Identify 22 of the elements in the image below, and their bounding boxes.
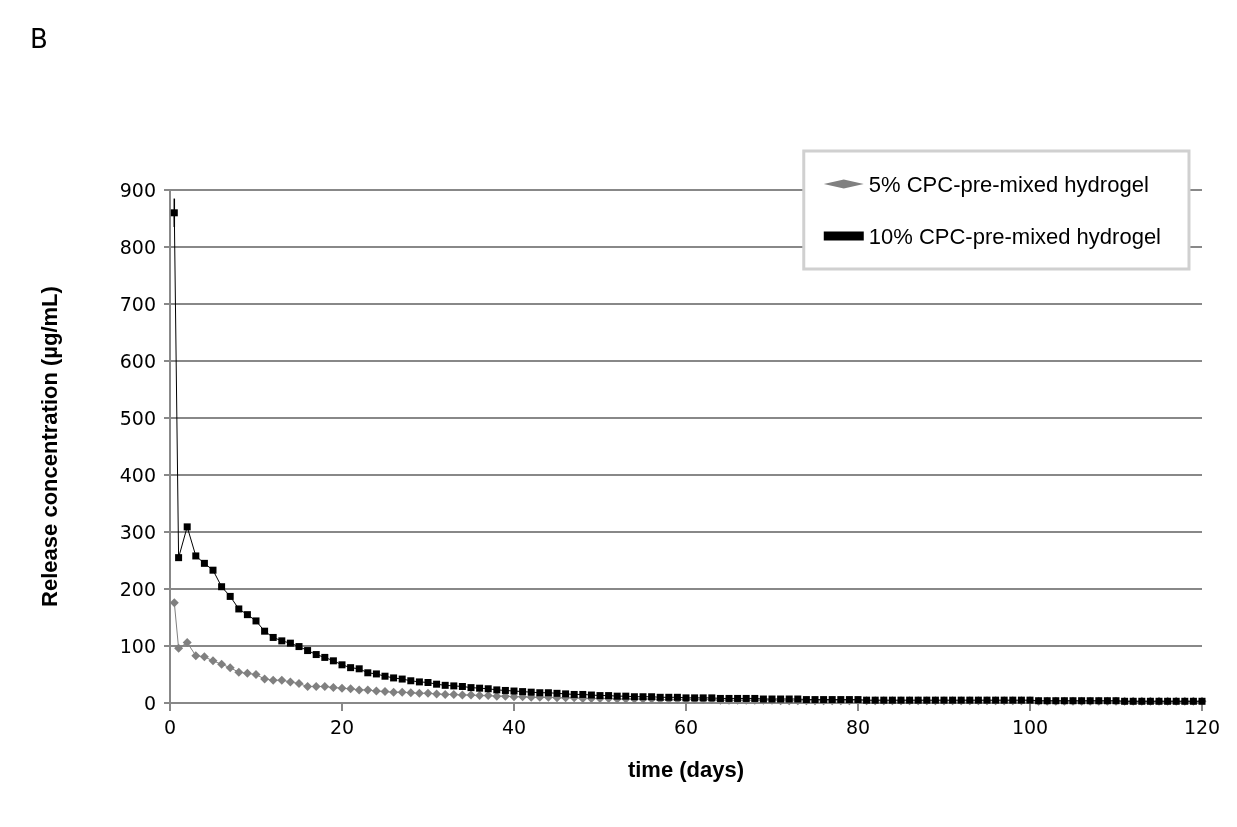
x-tick-label: 60 <box>673 715 699 738</box>
legend-label: 10% CPC-pre-mixed hydrogel <box>868 223 1161 249</box>
y-axis-title: Release concentration (µg/mL) <box>36 286 62 607</box>
legend-label: 5% CPC-pre-mixed hydrogel <box>868 171 1149 197</box>
y-tick-label: 300 <box>119 521 156 543</box>
x-tick-label: 0 <box>163 715 177 738</box>
y-tick-label: 200 <box>119 578 156 600</box>
y-tick-label: 100 <box>119 635 156 657</box>
text: B <box>30 24 48 54</box>
x-tick-label: 40 <box>501 715 527 738</box>
y-tick-label: 500 <box>119 407 156 429</box>
y-tick-label: 400 <box>119 464 156 486</box>
x-tick-label: 80 <box>845 715 871 738</box>
x-tick-label: 100 <box>1011 715 1049 738</box>
x-axis-title: time (days) <box>627 756 745 782</box>
y-tick-label: 700 <box>119 293 156 315</box>
y-tick-label: 0 <box>143 692 156 714</box>
y-tick-label: 900 <box>119 179 156 201</box>
x-tick-label: 120 <box>1183 715 1221 738</box>
x-tick-label: 20 <box>329 715 355 738</box>
y-tick-label: 800 <box>119 236 156 258</box>
y-tick-label: 600 <box>119 350 156 372</box>
